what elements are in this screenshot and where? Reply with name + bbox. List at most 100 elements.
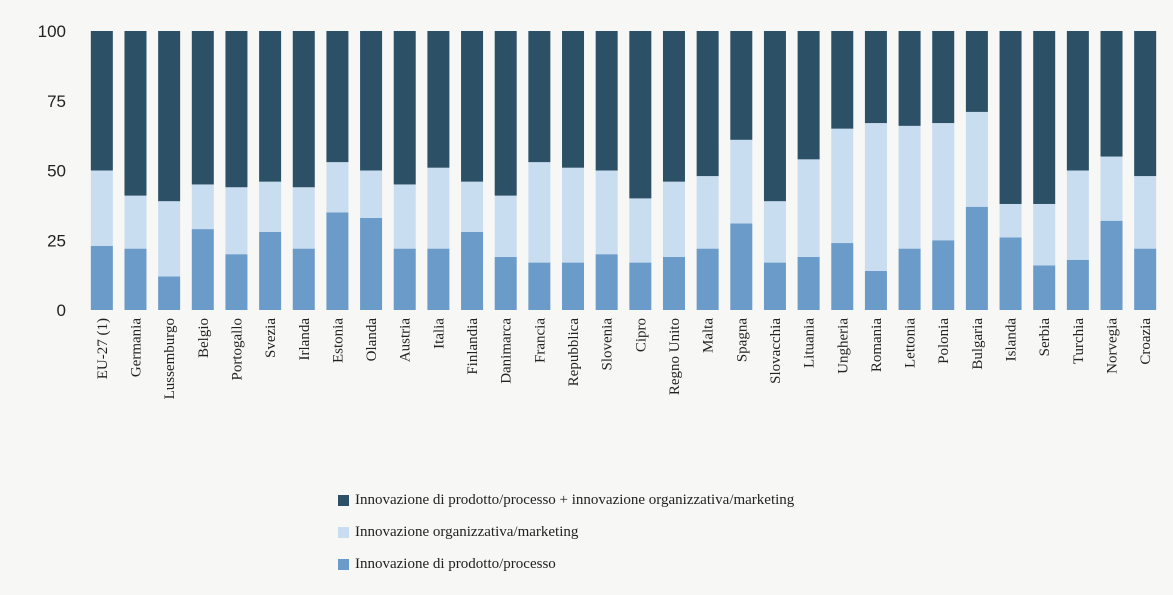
bar-segment-series-0 — [932, 240, 955, 310]
bar-segment-series-0 — [1100, 220, 1123, 310]
bar-segment-series-0 — [292, 248, 315, 310]
legend-swatch-product — [338, 558, 349, 570]
bar-segment-series-1 — [662, 181, 685, 257]
bar-segment-series-2 — [393, 31, 416, 185]
bar-segment-series-2 — [595, 31, 618, 171]
bar-segment-series-0 — [494, 256, 517, 310]
bar-segment-series-1 — [562, 167, 585, 263]
y-tick-label: 100 — [38, 22, 66, 41]
bar-segment-series-1 — [763, 201, 786, 263]
x-tick-label: Italia — [431, 318, 447, 349]
bar-segment-series-2 — [965, 31, 988, 112]
x-tick-label: Slovenia — [600, 318, 616, 371]
bar-segment-series-0 — [730, 223, 753, 310]
bar-segment-series-0 — [797, 256, 820, 310]
bar-segment-series-1 — [696, 176, 719, 249]
bar-segment-series-1 — [629, 198, 652, 263]
x-tick-label: Turchia — [1071, 318, 1087, 364]
bar-segment-series-1 — [1100, 156, 1123, 221]
x-tick-label: Ungheria — [835, 318, 851, 374]
bar-segment-series-0 — [696, 248, 719, 310]
x-tick-label: Svezia — [263, 318, 279, 358]
x-tick-label: EU-27 (1) — [95, 318, 111, 379]
bar-segment-series-2 — [191, 31, 214, 185]
bar-segment-series-0 — [225, 254, 248, 310]
bar-segment-series-2 — [730, 31, 753, 140]
bar-segment-series-1 — [90, 170, 113, 246]
bar-segment-series-0 — [461, 231, 484, 310]
bar-segment-series-1 — [1134, 176, 1157, 249]
bar-segment-series-0 — [427, 248, 450, 310]
legend-swatch-combined — [338, 494, 349, 506]
bar-segment-series-2 — [124, 31, 147, 196]
x-tick-label: Serbia — [1037, 318, 1053, 357]
bar-segment-series-0 — [562, 262, 585, 310]
legend-item-product: Innovazione di prodotto/processo — [338, 552, 794, 576]
bar-segment-series-1 — [158, 201, 181, 277]
bar-segment-series-1 — [898, 125, 921, 249]
bar-segment-series-1 — [831, 128, 854, 244]
bar-segment-series-2 — [1066, 31, 1089, 171]
bar-segment-series-1 — [797, 159, 820, 257]
bar-segment-series-0 — [124, 248, 147, 310]
bar-segment-series-1 — [864, 123, 887, 271]
bar-segment-series-2 — [562, 31, 585, 168]
x-tick-label: Austria — [398, 318, 414, 363]
bar-segment-series-0 — [1134, 248, 1157, 310]
bar-segment-series-0 — [965, 206, 988, 310]
x-tick-label: Regno Unito — [667, 318, 683, 395]
x-tick-label: Irlanda — [297, 318, 313, 361]
legend-label-product: Innovazione di prodotto/processo — [355, 555, 556, 572]
x-tick-label: Spagna — [734, 318, 750, 363]
x-tick-label: Polonia — [936, 318, 952, 364]
bar-segment-series-2 — [494, 31, 517, 196]
bar-segment-series-0 — [393, 248, 416, 310]
legend: Innovazione di prodotto/processo + innov… — [338, 488, 794, 584]
bar-segment-series-2 — [864, 31, 887, 124]
bar-segment-series-1 — [730, 139, 753, 224]
bar-segment-series-2 — [797, 31, 820, 160]
bar-segment-series-0 — [831, 243, 854, 310]
bar-segment-series-0 — [259, 231, 282, 310]
bar-segment-series-2 — [528, 31, 551, 163]
y-tick-label: 25 — [47, 231, 66, 250]
x-tick-label: Lituania — [802, 318, 818, 368]
bar-segment-series-2 — [831, 31, 854, 129]
x-tick-label: Estonia — [330, 318, 346, 363]
bar-segment-series-1 — [326, 162, 349, 213]
bar-segment-series-0 — [158, 276, 181, 310]
bar-segment-series-1 — [528, 162, 551, 263]
x-tick-label: Croazia — [1138, 318, 1154, 365]
bar-segment-series-2 — [225, 31, 248, 188]
bar-segment-series-2 — [259, 31, 282, 182]
legend-swatch-organizational — [338, 526, 349, 538]
legend-item-combined: Innovazione di prodotto/processo + innov… — [338, 488, 794, 512]
bar-segment-series-2 — [999, 31, 1022, 204]
bar-segment-series-2 — [932, 31, 955, 124]
bar-segment-series-1 — [494, 195, 517, 257]
x-tick-label: Romania — [869, 318, 885, 372]
bar-segment-series-0 — [662, 256, 685, 310]
bar-segment-series-2 — [696, 31, 719, 177]
x-tick-label: Bulgaria — [970, 318, 986, 370]
x-tick-label: Islanda — [1004, 318, 1020, 362]
bar-segment-series-2 — [763, 31, 786, 202]
bar-segment-series-0 — [898, 248, 921, 310]
legend-label-combined: Innovazione di prodotto/processo + innov… — [355, 491, 795, 508]
bar-segment-series-0 — [999, 237, 1022, 310]
bar-segment-series-2 — [158, 31, 181, 202]
bar-segment-series-1 — [393, 184, 416, 249]
bar-segment-series-1 — [965, 111, 988, 207]
x-tick-label: Slovacchia — [768, 318, 784, 384]
bar-segment-series-0 — [864, 270, 887, 310]
bar-segment-series-1 — [124, 195, 147, 249]
bar-segment-series-0 — [629, 262, 652, 310]
x-tick-label: Norvegia — [1105, 318, 1121, 374]
bar-segment-series-1 — [225, 187, 248, 255]
x-tick-label: Belgio — [196, 318, 212, 358]
x-tick-label: Lettonia — [903, 318, 919, 368]
bar-segment-series-1 — [932, 123, 955, 241]
bar-segment-series-1 — [360, 170, 383, 218]
legend-item-organizational: Innovazione organizzativa/marketing — [338, 520, 794, 544]
y-tick-label: 75 — [47, 92, 66, 111]
